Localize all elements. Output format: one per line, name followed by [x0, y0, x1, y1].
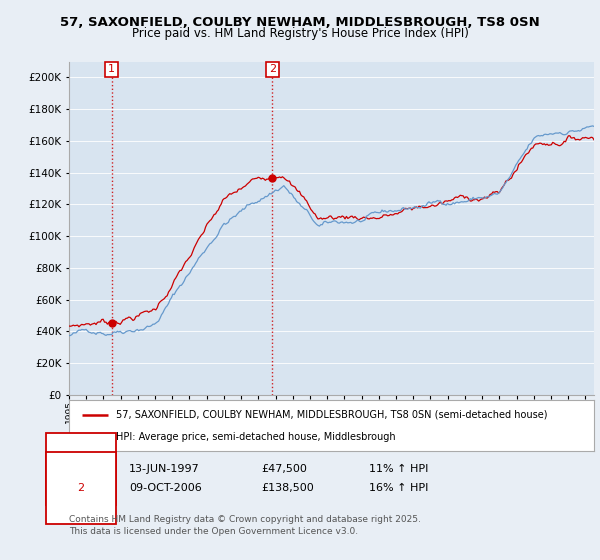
- Text: 13-JUN-1997: 13-JUN-1997: [129, 464, 200, 474]
- Text: 2: 2: [77, 483, 85, 493]
- Text: 2: 2: [269, 64, 276, 74]
- Text: 16% ↑ HPI: 16% ↑ HPI: [369, 483, 428, 493]
- Text: 09-OCT-2006: 09-OCT-2006: [129, 483, 202, 493]
- Text: Price paid vs. HM Land Registry's House Price Index (HPI): Price paid vs. HM Land Registry's House …: [131, 27, 469, 40]
- Text: 57, SAXONFIELD, COULBY NEWHAM, MIDDLESBROUGH, TS8 0SN: 57, SAXONFIELD, COULBY NEWHAM, MIDDLESBR…: [60, 16, 540, 29]
- Text: 11% ↑ HPI: 11% ↑ HPI: [369, 464, 428, 474]
- Text: Contains HM Land Registry data © Crown copyright and database right 2025.
This d: Contains HM Land Registry data © Crown c…: [69, 515, 421, 536]
- Text: £138,500: £138,500: [261, 483, 314, 493]
- Text: HPI: Average price, semi-detached house, Middlesbrough: HPI: Average price, semi-detached house,…: [116, 432, 396, 442]
- Text: £47,500: £47,500: [261, 464, 307, 474]
- Text: 57, SAXONFIELD, COULBY NEWHAM, MIDDLESBROUGH, TS8 0SN (semi-detached house): 57, SAXONFIELD, COULBY NEWHAM, MIDDLESBR…: [116, 409, 548, 419]
- Point: [107, 318, 116, 327]
- Point: [268, 174, 277, 183]
- Text: 1: 1: [77, 464, 85, 474]
- Text: 1: 1: [108, 64, 115, 74]
